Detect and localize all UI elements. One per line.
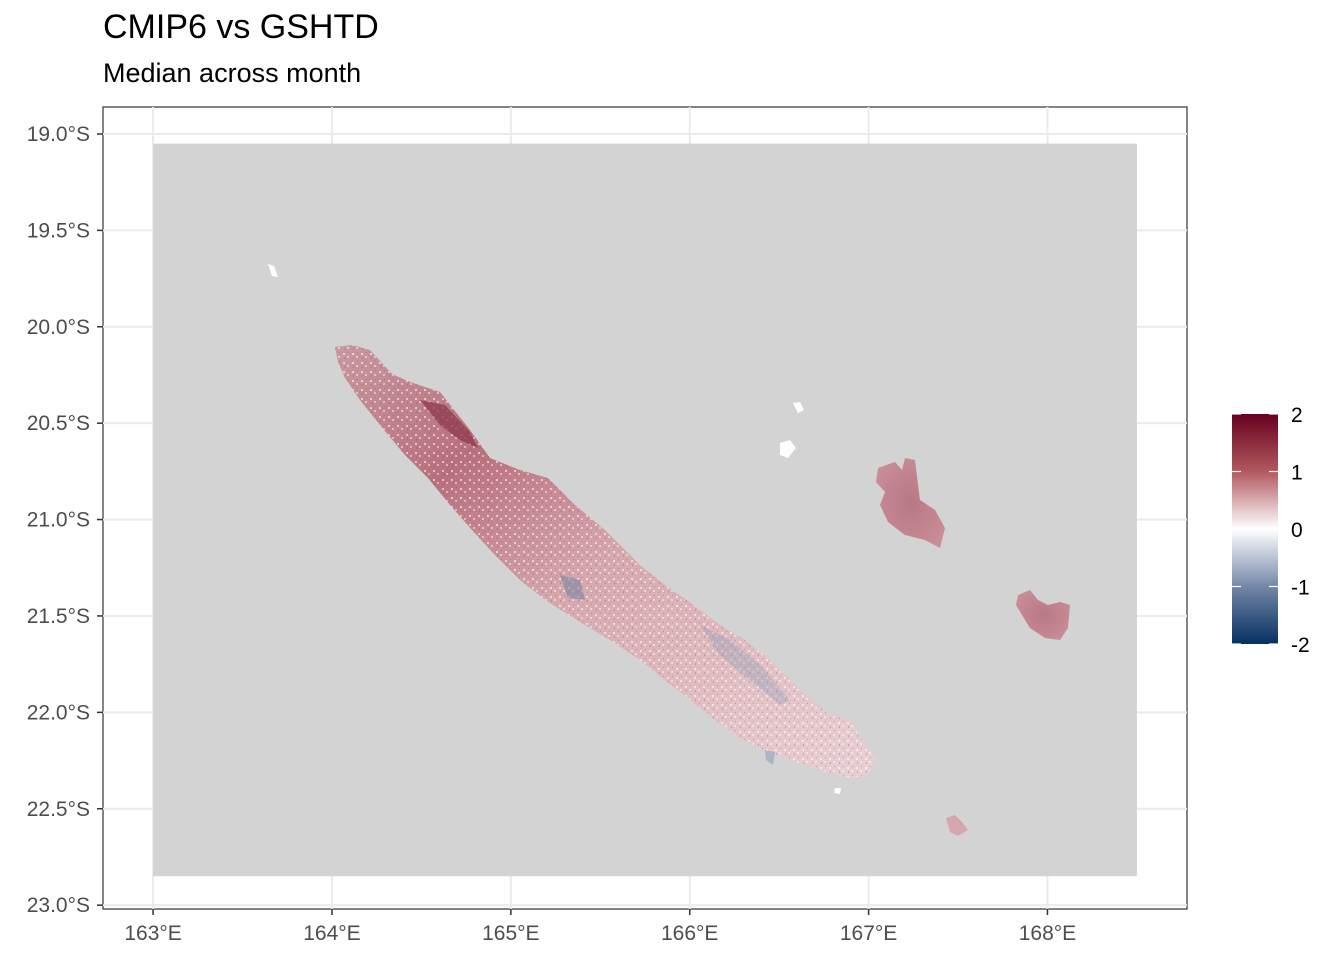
isle-of-pines (946, 815, 968, 836)
small-islet (268, 264, 278, 277)
x-tick-label: 163°E (124, 922, 181, 945)
color-legend: 2 1 0 -1 -2 (1232, 404, 1310, 657)
y-tick-label: 21.5°S (27, 605, 90, 628)
y-axis: 19.0°S 19.5°S 20.0°S 20.5°S 21.0°S 21.5°S 22.0… (27, 123, 103, 917)
y-tick-label: 21.0°S (27, 509, 90, 532)
legend-label: 2 (1291, 404, 1303, 427)
small-islet (793, 402, 804, 413)
y-tick-label: 22.0°S (27, 701, 90, 724)
legend-label: 1 (1291, 462, 1303, 485)
x-tick-label: 165°E (482, 922, 539, 945)
x-tick-label: 167°E (840, 922, 897, 945)
x-tick-label: 168°E (1019, 922, 1076, 945)
small-islet (834, 788, 841, 794)
ocean-raster (153, 143, 1137, 877)
y-tick-label: 20.0°S (27, 316, 90, 339)
chart-title: CMIP6 vs GSHTD (103, 8, 379, 46)
ouvea-lifou-island (876, 458, 945, 548)
y-tick-label: 20.5°S (27, 412, 90, 435)
chart-subtitle: Median across month (103, 58, 362, 88)
y-tick-label: 19.5°S (27, 219, 90, 242)
grande-terre-island (335, 345, 875, 778)
x-axis: 163°E 164°E 165°E 166°E 167°E 168°E (124, 909, 1076, 945)
mare-island (1016, 590, 1070, 640)
legend-label: 0 (1291, 519, 1303, 542)
legend-label: -1 (1291, 577, 1310, 600)
legend-label: -2 (1291, 634, 1310, 657)
small-islet (780, 440, 796, 458)
y-tick-label: 22.5°S (27, 798, 90, 821)
x-tick-label: 164°E (303, 922, 360, 945)
x-tick-label: 166°E (661, 922, 718, 945)
y-tick-label: 23.0°S (27, 894, 90, 917)
y-tick-label: 19.0°S (27, 123, 90, 146)
